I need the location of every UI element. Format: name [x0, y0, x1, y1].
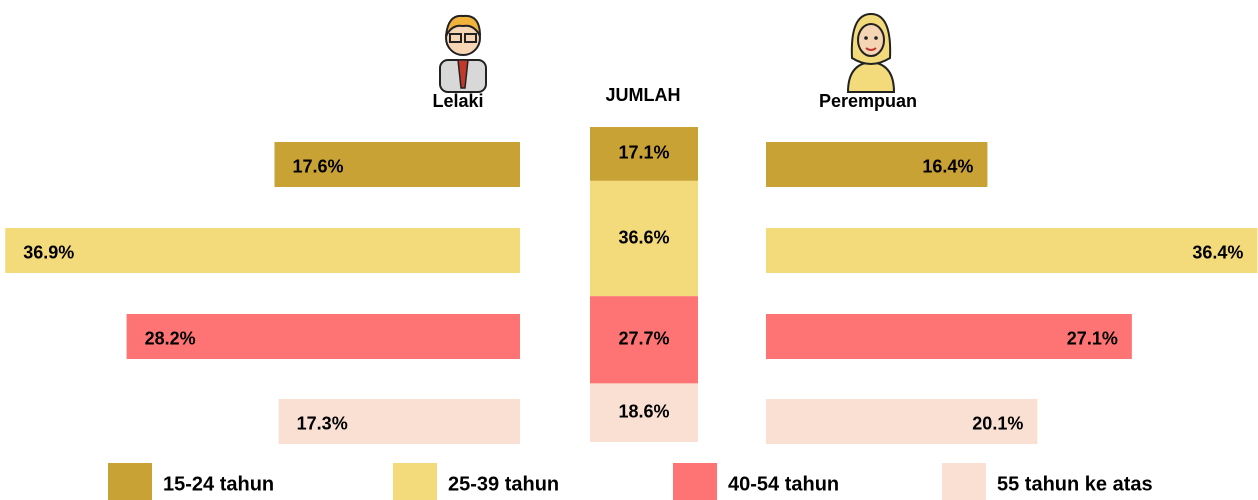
value-label: 17.1%	[618, 143, 669, 163]
value-label: 18.6%	[618, 401, 669, 421]
value-label: 27.1%	[1067, 328, 1118, 348]
legend-label: 40-54 tahun	[728, 473, 839, 495]
value-label: 28.2%	[145, 328, 196, 348]
legend-swatch	[108, 463, 152, 500]
legend-label: 15-24 tahun	[163, 473, 274, 495]
panel-title: Lelaki	[432, 91, 483, 111]
bar	[766, 228, 1257, 273]
value-label: 36.9%	[23, 242, 74, 262]
value-label: 16.4%	[922, 156, 973, 176]
bar	[5, 228, 520, 273]
legend-swatch	[393, 463, 437, 500]
panel-title: JUMLAH	[606, 85, 681, 105]
chart: Lelaki JUMLAH Perempuan 17.6% 36.9% 28.2% 1…	[0, 0, 1258, 500]
legend-label: 55 tahun ke atas	[997, 473, 1153, 495]
value-label: 17.6%	[292, 156, 343, 176]
legend-swatch	[673, 463, 717, 500]
male-icon	[440, 16, 486, 92]
value-label: 20.1%	[972, 413, 1023, 433]
value-label: 17.3%	[297, 413, 348, 433]
legend-label: 25-39 tahun	[448, 473, 559, 495]
value-label: 36.6%	[618, 227, 669, 247]
legend-swatch	[942, 463, 986, 500]
female-icon	[848, 14, 894, 92]
panel-title: Perempuan	[819, 91, 917, 111]
value-label: 36.4%	[1192, 242, 1243, 262]
value-label: 27.7%	[618, 329, 669, 349]
